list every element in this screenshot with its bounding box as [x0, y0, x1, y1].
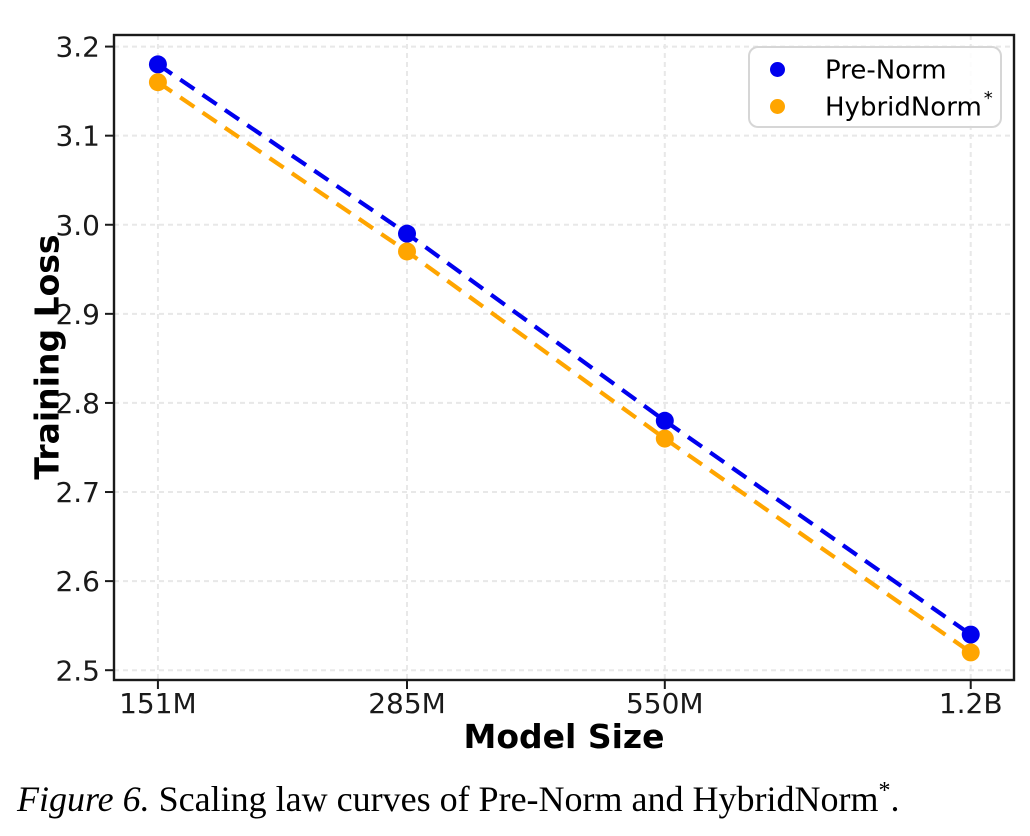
data-point [655, 411, 674, 430]
x-tick-label: 1.2B [939, 687, 1003, 720]
y-tick-label: 3.2 [55, 31, 100, 64]
legend-label-pre-norm: Pre-Norm [825, 55, 947, 84]
data-point [148, 55, 167, 74]
legend-item-hybridnorm: HybridNorm * [750, 88, 1000, 125]
figure-caption-sup: * [878, 778, 891, 804]
series-line [156, 62, 972, 637]
x-tick-label: 550M [626, 687, 704, 720]
figure-caption: Figure 6. Scaling law curves of Pre-Norm… [17, 777, 899, 821]
data-point [148, 73, 167, 92]
figure-caption-end: . [890, 779, 900, 819]
pre-norm-marker-icon [770, 62, 785, 77]
legend-label-text: Pre-Norm [825, 55, 947, 86]
x-axis-label: Model Size [463, 717, 665, 756]
y-tick-label: 3.0 [55, 209, 100, 242]
legend-label-hybridnorm: HybridNorm * [825, 90, 993, 123]
data-point [961, 625, 980, 644]
legend-label-text: HybridNorm [825, 92, 982, 123]
data-point [655, 429, 674, 448]
data-point [398, 224, 417, 243]
hybridnorm-marker-icon [770, 99, 785, 114]
figure-caption-body: Scaling law curves of Pre-Norm and Hybri… [149, 779, 879, 819]
plot-border [112, 33, 1016, 682]
ticks [105, 45, 972, 689]
y-tick-label: 2.9 [55, 298, 100, 331]
series-line [156, 80, 972, 655]
data-point [398, 242, 417, 261]
gridlines [114, 35, 1014, 680]
legend: Pre-Norm HybridNorm * [748, 46, 1002, 128]
y-tick-label: 2.8 [55, 387, 100, 420]
y-tick-label: 3.1 [55, 120, 100, 153]
series-hybridnorm [148, 73, 980, 662]
series-pre-norm [148, 55, 980, 644]
legend-label-sup: * [983, 88, 993, 110]
y-tick-label: 2.7 [55, 476, 100, 509]
x-tick-label: 151M [119, 687, 197, 720]
tick-labels: 2.5 2.6 2.7 2.8 2.9 3.0 3.1 3.2 151M 285M 550M 1.2B [55, 31, 1002, 720]
data-point [961, 643, 980, 662]
y-tick-label: 2.6 [55, 565, 100, 598]
x-tick-label: 285M [368, 687, 446, 720]
legend-item-pre-norm: Pre-Norm [750, 51, 1000, 88]
figure-caption-label: Figure 6. [17, 779, 150, 819]
y-axis-label: Training Loss [27, 234, 67, 480]
y-tick-label: 2.5 [55, 654, 100, 687]
